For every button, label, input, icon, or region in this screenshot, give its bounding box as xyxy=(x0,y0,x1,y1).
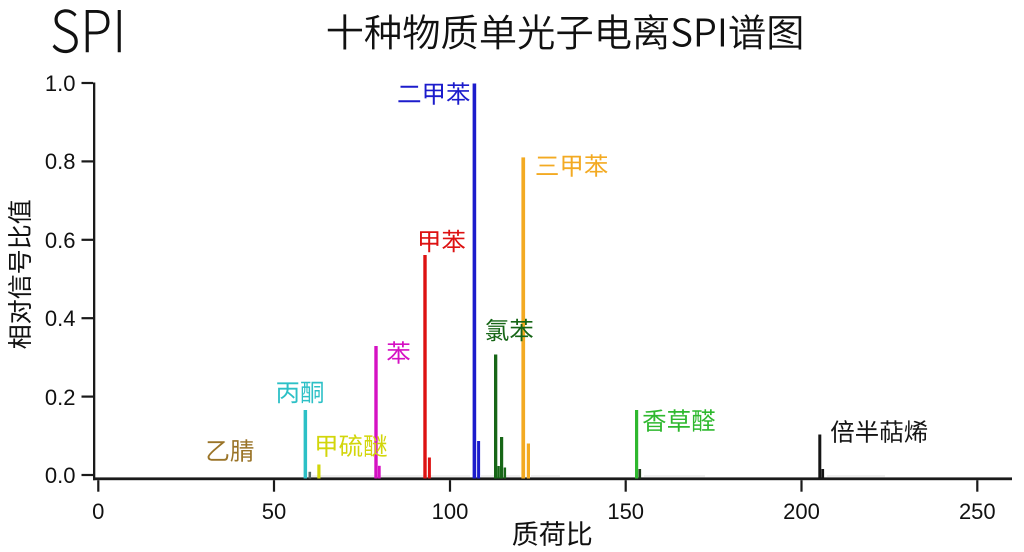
svg-text:100: 100 xyxy=(432,499,469,524)
svg-text:1.0: 1.0 xyxy=(45,71,76,96)
svg-text:150: 150 xyxy=(607,499,644,524)
svg-text:250: 250 xyxy=(959,499,996,524)
svg-text:0.6: 0.6 xyxy=(45,228,76,253)
svg-text:0: 0 xyxy=(92,499,104,524)
svg-text:200: 200 xyxy=(783,499,820,524)
svg-text:50: 50 xyxy=(262,499,286,524)
svg-text:0.2: 0.2 xyxy=(45,385,76,410)
svg-text:0.8: 0.8 xyxy=(45,149,76,174)
svg-text:0.0: 0.0 xyxy=(45,463,76,488)
svg-text:0.4: 0.4 xyxy=(45,306,76,331)
